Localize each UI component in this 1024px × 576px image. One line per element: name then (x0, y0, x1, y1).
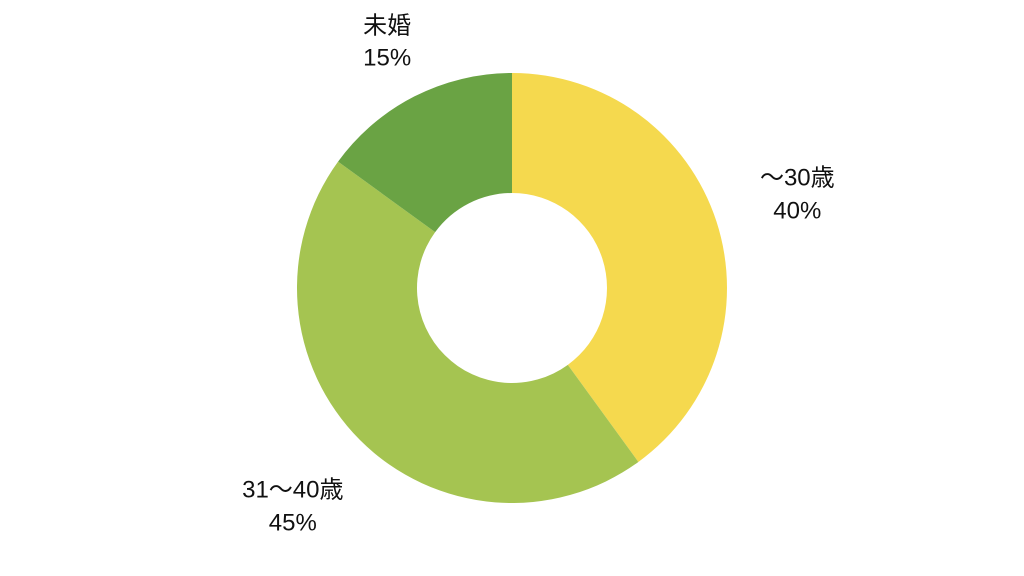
slice-label-0: ～30歳 40% (760, 163, 835, 228)
slice-label-2-line2: 15% (363, 43, 411, 75)
donut-svg (0, 0, 1024, 576)
slice-label-1-line1: 31～40歳 (242, 475, 343, 507)
slice-label-1-line2: 45% (242, 507, 343, 539)
slice-label-1: 31～40歳 45% (242, 475, 343, 540)
slice-label-0-line2: 40% (760, 195, 835, 227)
donut-chart: ～30歳 40% 31～40歳 45% 未婚 15% (0, 0, 1024, 576)
slice-label-2-line1: 未婚 (363, 11, 411, 43)
slice-label-2: 未婚 15% (363, 11, 411, 76)
slice-label-0-line1: ～30歳 (760, 163, 835, 195)
